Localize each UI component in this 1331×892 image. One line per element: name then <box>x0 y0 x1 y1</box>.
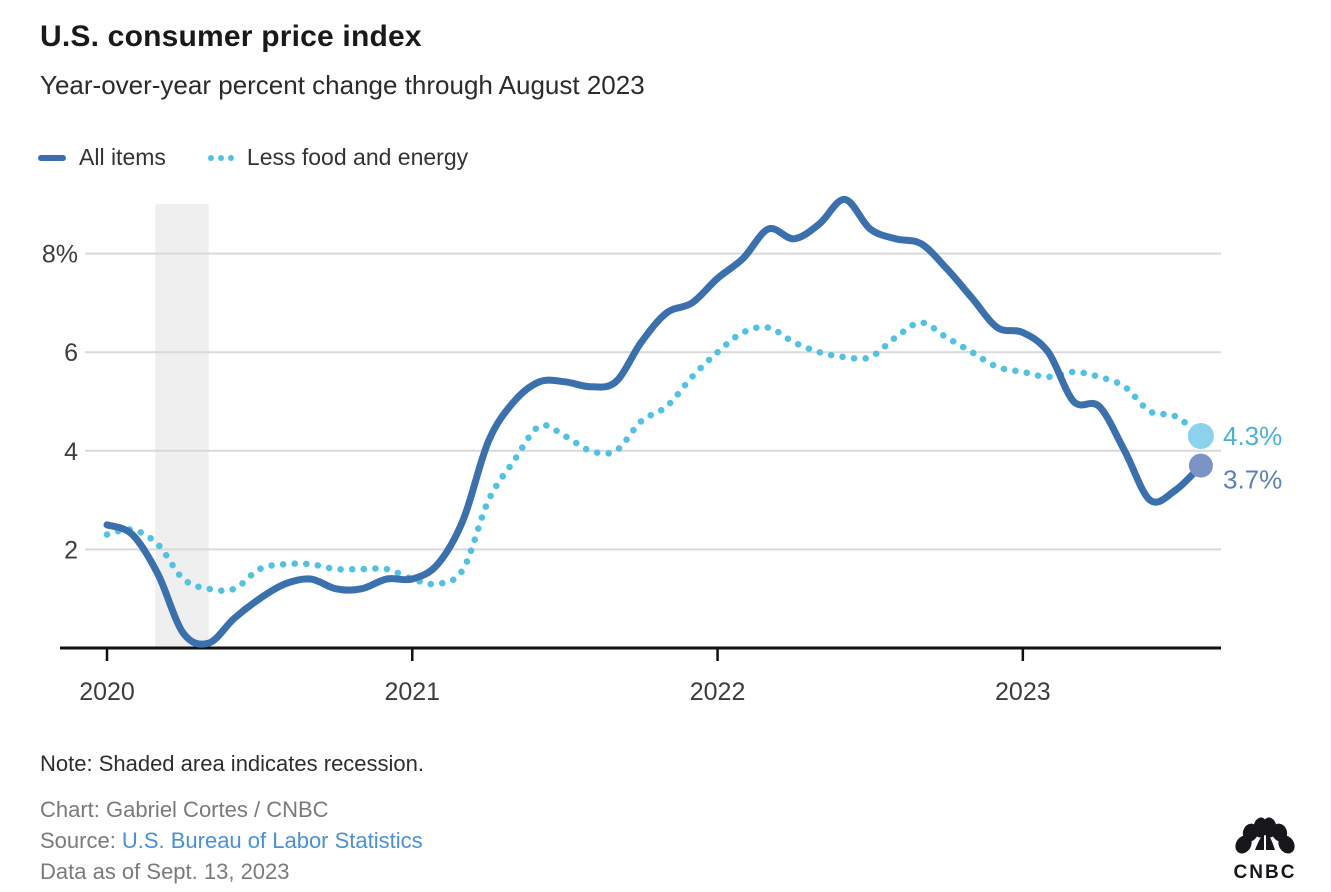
chart-title: U.S. consumer price index <box>40 20 422 53</box>
source-link[interactable]: U.S. Bureau of Labor Statistics <box>121 828 423 853</box>
legend-label-all-items: All items <box>79 144 166 170</box>
peacock-icon <box>1235 817 1295 854</box>
source-prefix: Source: <box>40 828 116 853</box>
chart-header: U.S. consumer price index Year-over-year… <box>40 20 645 101</box>
y-axis-label: 6 <box>64 339 78 367</box>
footer-data-as-of: Data as of Sept. 13, 2023 <box>40 859 290 884</box>
legend-label-less-food-and-energy: Less food and energy <box>246 144 469 170</box>
chart-subtitle: Year-over-year percent change through Au… <box>40 70 645 100</box>
legend-item-all-items: All items <box>38 144 166 171</box>
x-axis-label: 2023 <box>995 678 1051 706</box>
dotted-line-swatch-icon <box>207 154 234 161</box>
footer: Note: Shaded area indicates recession. C… <box>40 748 424 887</box>
end-label-all-items: 3.7% <box>1223 465 1282 495</box>
y-axis-label: 2 <box>64 536 78 564</box>
solid-line-swatch-icon <box>38 154 66 161</box>
footer-note: Note: Shaded area indicates recession. <box>40 751 425 776</box>
legend: All items Less food and energy <box>38 144 468 171</box>
end-dot-all-items <box>1188 453 1213 478</box>
legend-item-less-food-and-energy: Less food and energy <box>207 144 469 171</box>
x-axis-label: 2021 <box>384 678 440 706</box>
y-axis-label: 8% <box>42 241 78 269</box>
footer-source-line: Source: U.S. Bureau of Labor Statistics <box>40 825 424 856</box>
cnbc-logo: CNBC <box>1228 817 1302 884</box>
series-line-all-items <box>103 195 1205 648</box>
series-line-less-food-and-energy <box>103 319 1205 594</box>
footer-credit: Chart: Gabriel Cortes / CNBC <box>40 797 329 822</box>
cnbc-wordmark: CNBC <box>1233 862 1297 883</box>
end-dot-less-food-and-energy <box>1187 423 1214 449</box>
x-axis-label: 2020 <box>79 678 135 706</box>
y-axis-label: 4 <box>64 438 78 466</box>
end-label-less-food-and-energy: 4.3% <box>1223 421 1282 451</box>
x-axis-label: 2022 <box>690 678 746 706</box>
